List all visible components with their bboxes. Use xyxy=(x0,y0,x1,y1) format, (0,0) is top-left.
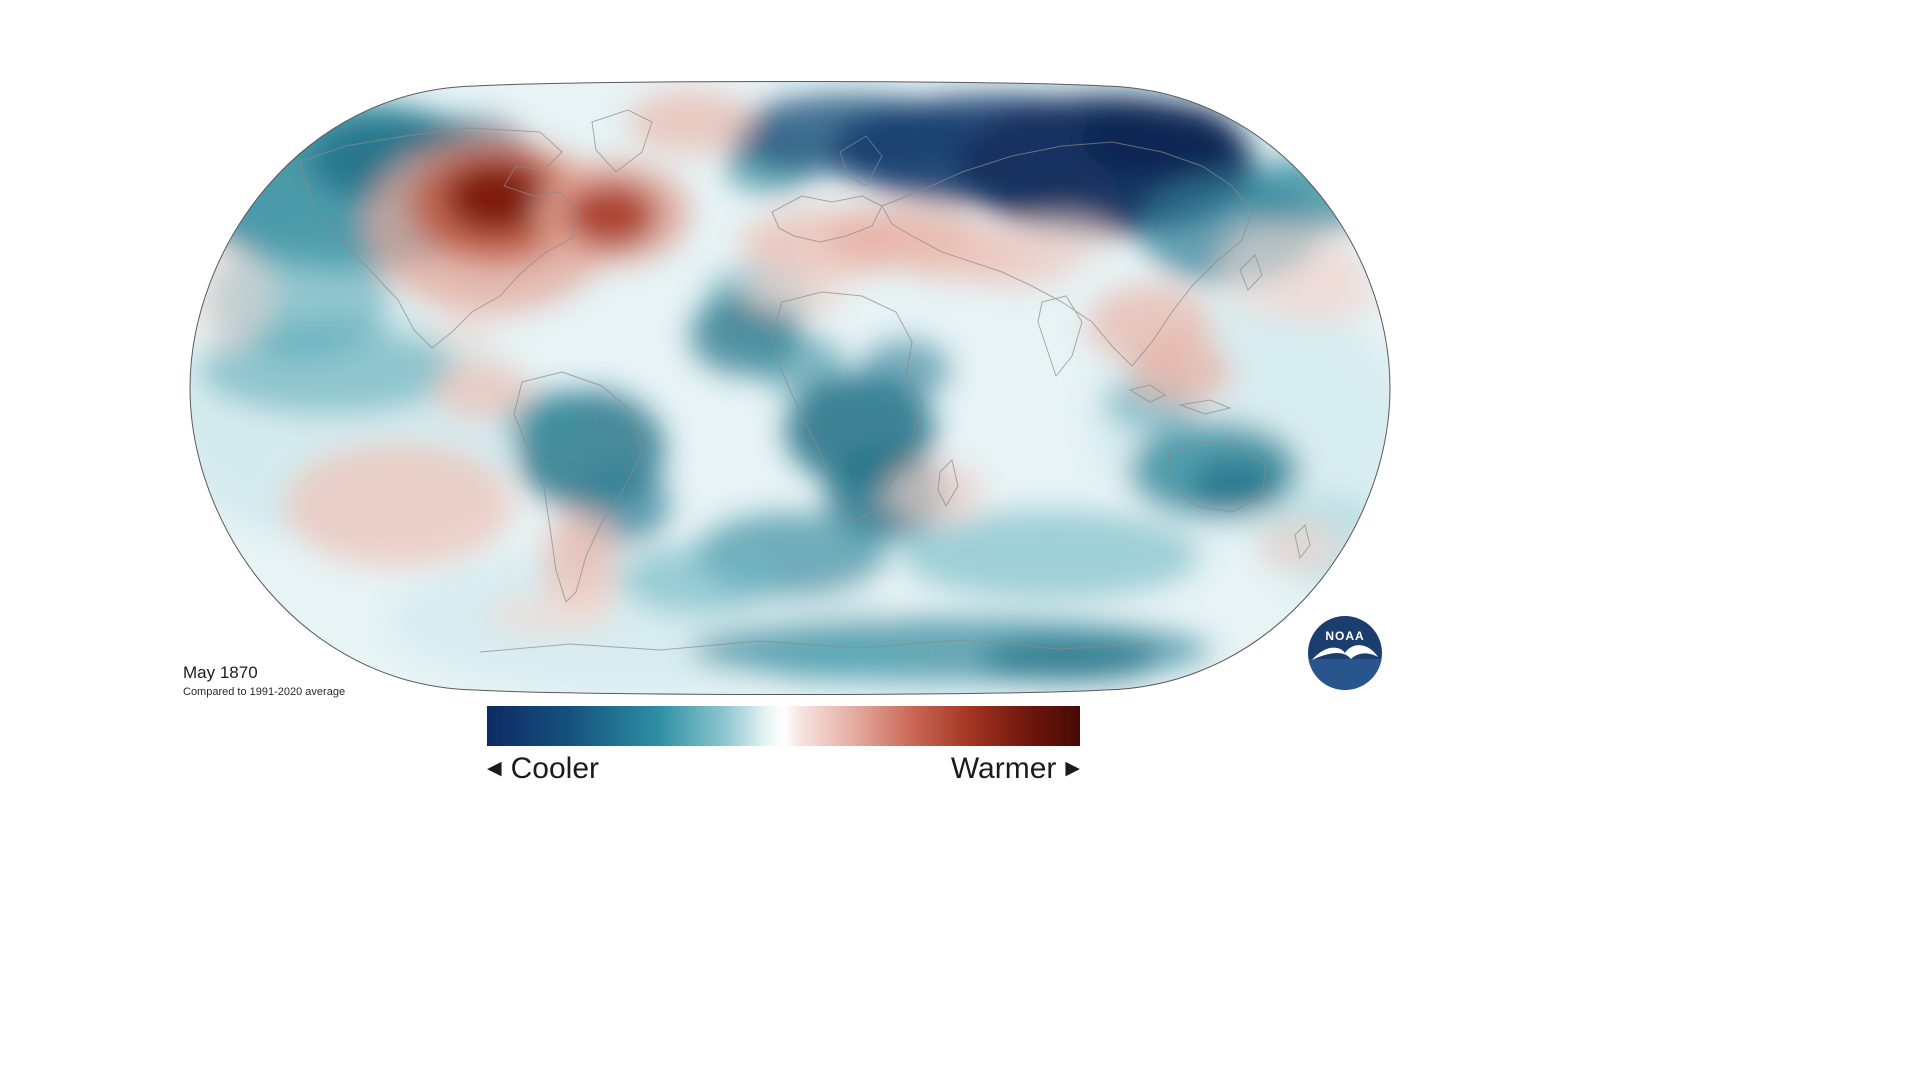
noaa-logo-sea xyxy=(1308,659,1382,690)
cooler-label: Cooler xyxy=(510,752,599,785)
right-arrow-icon: ▶ xyxy=(1065,758,1080,780)
map-fill-layer xyxy=(190,81,1390,695)
noaa-logo-text: NOAA xyxy=(1325,629,1364,643)
country-borders xyxy=(299,109,1311,653)
warmer-label-group: Warmer ▶ xyxy=(951,752,1080,785)
colorbar xyxy=(487,706,1080,746)
cooler-label-group: ◀ Cooler xyxy=(487,752,599,785)
baseline-subtitle: Compared to 1991-2020 average xyxy=(183,686,346,698)
warmer-label: Warmer xyxy=(950,752,1057,785)
anomaly-field xyxy=(190,90,1390,690)
caption-block: May 1870 Compared to 1991-2020 average xyxy=(183,663,345,698)
date-label: May 1870 xyxy=(183,663,258,682)
noaa-logo: NOAA xyxy=(1308,616,1382,690)
seagull-icon xyxy=(1312,645,1378,660)
left-arrow-icon: ◀ xyxy=(487,758,502,780)
projection-outline xyxy=(189,81,1391,695)
colorbar-labels: ◀ Cooler Warmer ▶ xyxy=(487,752,1080,785)
